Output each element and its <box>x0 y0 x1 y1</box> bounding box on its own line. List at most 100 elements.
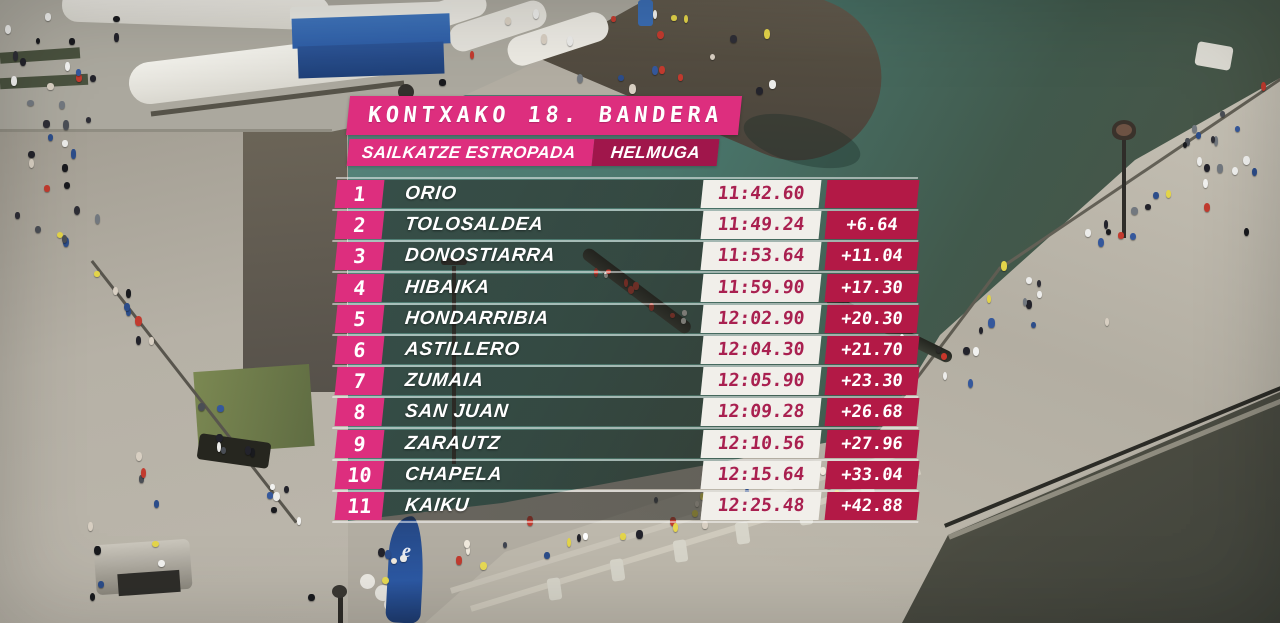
bg-person <box>544 551 550 559</box>
rank-cell: 9 <box>334 429 385 458</box>
bg-person <box>76 74 83 83</box>
gap-cell: +33.04 <box>824 460 920 489</box>
bg-person <box>1185 138 1190 147</box>
bg-balustrade-post <box>609 558 626 582</box>
bg-person <box>221 447 227 455</box>
bg-person <box>134 316 142 326</box>
bg-person <box>618 74 624 82</box>
bg-person <box>94 545 101 556</box>
team-cell: CHAPELA <box>381 460 704 489</box>
race-subtitle-bar: SAILKATZE ESTROPADA HELMUGA <box>346 139 720 166</box>
team-cell: DONOSTIARRA <box>381 242 704 271</box>
bg-person <box>64 62 70 72</box>
bg-person <box>76 69 82 76</box>
bg-person <box>657 30 665 40</box>
bg-person <box>15 212 20 219</box>
bg-person <box>27 99 35 106</box>
rank-cell: 10 <box>334 460 385 489</box>
bg-person <box>763 28 770 39</box>
bg-person <box>148 337 154 346</box>
results-overlay: KONTXAKO 18. BANDERA SAILKATZE ESTROPADA… <box>332 96 920 523</box>
bg-person <box>1084 229 1091 237</box>
bg-person <box>20 57 27 67</box>
gap-cell <box>824 180 920 209</box>
bg-tent-shade <box>117 569 181 597</box>
bg-person <box>43 120 50 128</box>
result-row: 11 KAIKU 12:25.48 +42.88 <box>332 491 920 523</box>
rank-cell: 5 <box>334 304 385 333</box>
bg-person <box>384 549 391 559</box>
bg-person <box>652 65 658 75</box>
bg-person <box>1244 227 1250 237</box>
team-cell: TOLOSALDEA <box>381 211 704 240</box>
time-cell: 11:49.24 <box>700 211 822 240</box>
result-row: 7 ZUMAIA 12:05.90 +23.30 <box>332 367 920 398</box>
bg-person <box>12 51 19 61</box>
gap-cell: +26.68 <box>824 398 920 427</box>
team-cell: SAN JUAN <box>381 398 704 427</box>
bg-person <box>46 83 54 91</box>
rank-cell: 6 <box>334 336 385 365</box>
bg-person <box>465 546 471 556</box>
bg-person <box>942 372 947 381</box>
bg-person <box>605 268 611 275</box>
bg-person <box>216 433 223 442</box>
team-cell: HIBAIKA <box>381 273 704 302</box>
bg-person <box>729 35 737 44</box>
bg-person <box>1252 167 1257 177</box>
bg-person <box>245 445 252 455</box>
bg-person <box>1210 135 1216 144</box>
bg-person <box>972 347 980 356</box>
bg-person <box>97 581 104 589</box>
race-stage-label: SAILKATZE ESTROPADA <box>346 139 595 166</box>
bg-person <box>1026 299 1032 310</box>
bg-person <box>566 537 572 548</box>
bg-person <box>502 541 508 548</box>
bg-person <box>1098 237 1105 248</box>
bg-person <box>677 74 684 81</box>
bg-person <box>504 17 511 25</box>
bg-person <box>1204 163 1211 173</box>
bg-person <box>576 533 582 542</box>
rank-cell: 11 <box>334 491 385 520</box>
row-separator <box>332 271 919 274</box>
bg-lamp-head <box>332 585 347 598</box>
bg-lamp-glass <box>1116 124 1132 136</box>
result-row: 8 SAN JUAN 12:09.28 +26.68 <box>332 398 920 429</box>
bg-person <box>1242 155 1250 165</box>
row-separator <box>332 458 919 461</box>
time-cell: 12:05.90 <box>700 367 822 396</box>
bg-person <box>1104 318 1110 326</box>
bg-person <box>59 101 65 110</box>
bg-person <box>73 206 81 216</box>
bg-person <box>94 270 100 277</box>
row-separator <box>332 521 919 523</box>
time-cell: 11:42.60 <box>700 180 822 209</box>
bg-person <box>583 533 588 541</box>
bg-person <box>271 506 277 514</box>
result-row: 6 ASTILLERO 12:04.30 +21.70 <box>332 336 920 367</box>
team-cell: ZARAUTZ <box>381 429 704 458</box>
time-cell: 11:53.64 <box>700 242 822 271</box>
bg-person <box>1129 232 1137 241</box>
time-cell: 12:15.64 <box>700 460 822 489</box>
bg-person <box>673 523 679 532</box>
bg-person <box>1037 290 1042 298</box>
rank-cell: 3 <box>334 242 385 271</box>
result-row: 5 HONDARRIBIA 12:02.90 +20.30 <box>332 304 920 336</box>
results-list: 1 ORIO 11:42.60 2 TOLOSALDEA 11:49.24 +6… <box>332 177 920 523</box>
bg-person <box>702 521 708 530</box>
race-title-bar: KONTXAKO 18. BANDERA <box>345 96 743 135</box>
bg-person <box>61 235 68 243</box>
bg-person <box>470 51 475 59</box>
bg-person <box>273 491 280 501</box>
bg-pier-edge <box>0 129 332 132</box>
bg-person <box>1203 203 1211 213</box>
bg-person <box>988 317 995 328</box>
bg-person <box>5 24 12 35</box>
checkpoint-label: HELMUGA <box>591 139 720 166</box>
bg-person <box>153 500 159 508</box>
time-cell: 12:04.30 <box>700 336 822 365</box>
bg-person <box>819 466 826 475</box>
